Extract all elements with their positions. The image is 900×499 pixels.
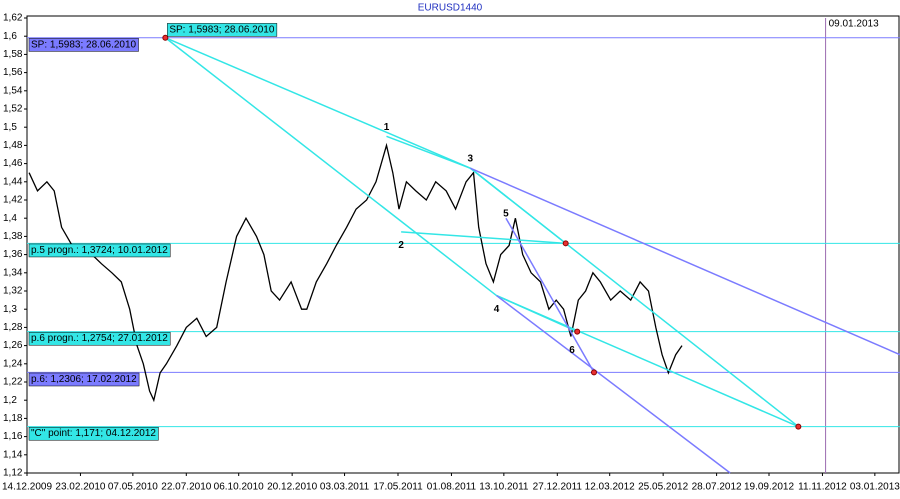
y-tick-label: 1,24 <box>3 358 23 369</box>
key-point <box>574 328 581 335</box>
y-tick-label: 1,22 <box>3 377 23 388</box>
x-tick-label: 22.07.2010 <box>161 482 211 493</box>
y-tick-label: 1,14 <box>3 449 23 460</box>
y-tick-label: 1,28 <box>3 322 23 333</box>
trend-line <box>496 294 731 474</box>
x-tick-label: 14.12.2009 <box>2 482 52 493</box>
y-tick-label: 1,32 <box>3 286 23 297</box>
y-tick-label: 1,34 <box>3 267 23 278</box>
point-label: 2 <box>398 240 404 251</box>
y-tick-label: 1,6 <box>3 31 17 42</box>
label-box <box>28 243 171 258</box>
trend-line <box>496 294 578 333</box>
x-tick-label: 25.05.2012 <box>638 482 688 493</box>
point-label: 1 <box>384 122 390 133</box>
level-label: SP: 1,5983; 28.06.2010 <box>31 39 137 50</box>
y-tick-label: 1,38 <box>3 231 23 242</box>
x-tick-label: 07.05.2010 <box>108 482 158 493</box>
level-label: SP: 1,5983; 28.06.2010 <box>169 24 275 35</box>
label-box <box>28 331 171 346</box>
point-label: 3 <box>468 154 474 165</box>
y-tick-label: 1,5 <box>3 122 17 133</box>
key-point <box>795 423 802 430</box>
point-label: 6 <box>569 345 575 356</box>
label-box <box>28 38 139 52</box>
y-tick-label: 1,54 <box>3 85 23 96</box>
trend-line <box>401 231 566 245</box>
y-tick-label: 1,2 <box>3 395 17 406</box>
x-tick-label: 11.11.2012 <box>798 482 847 493</box>
x-tick-label: 19.09.2012 <box>744 482 794 493</box>
label-box <box>167 23 278 37</box>
key-point <box>562 240 569 247</box>
x-tick-label: 03.03.2011 <box>320 482 370 493</box>
level-label: p.5 progn.: 1,3724; 10.01.2012 <box>31 245 168 256</box>
x-tick-label: 28.07.2012 <box>692 482 742 493</box>
y-tick-label: 1,56 <box>3 67 23 78</box>
y-tick-label: 1,42 <box>3 195 23 206</box>
label-box <box>28 426 159 441</box>
level-label: "C" point: 1,171; 04.12.2012 <box>31 428 156 439</box>
level-label: p.6: 1,2306; 17.02.2012 <box>31 374 137 385</box>
chart-title: EURUSD1440 <box>418 3 483 14</box>
key-point <box>162 34 169 41</box>
y-tick-label: 1,46 <box>3 158 23 169</box>
trend-line <box>164 37 497 297</box>
x-tick-label: 06.10.2010 <box>214 482 264 493</box>
x-tick-label: 23.02.2010 <box>55 482 105 493</box>
x-tick-label: 12.03.2012 <box>585 482 635 493</box>
y-tick-label: 1,18 <box>3 413 23 424</box>
y-tick-label: 1,58 <box>3 49 23 60</box>
x-tick-label: 03.01.2013 <box>850 482 900 493</box>
label-box <box>28 372 140 387</box>
point-label: 4 <box>494 304 500 315</box>
y-tick-label: 1,52 <box>3 104 23 115</box>
y-tick-label: 1,16 <box>3 431 23 442</box>
level-label: p.6 progn.: 1,2754; 27.01.2012 <box>31 333 168 344</box>
trend-line <box>386 135 471 169</box>
point-label: 5 <box>503 208 509 219</box>
y-tick-label: 1,44 <box>3 176 23 187</box>
y-tick-label: 1,4 <box>3 213 17 224</box>
key-point <box>590 369 597 376</box>
price-line <box>28 142 683 403</box>
x-tick-label: 27.12.2011 <box>533 482 583 493</box>
trend-line <box>165 37 471 169</box>
trend-line <box>470 167 900 356</box>
trend-line <box>469 167 567 244</box>
y-tick-label: 1,26 <box>3 340 23 351</box>
x-tick-label: 20.12.2010 <box>267 482 317 493</box>
trend-line <box>505 217 595 373</box>
vertical-line-label: 09.01.2013 <box>829 19 879 30</box>
y-tick-label: 1,12 <box>3 468 23 479</box>
y-tick-label: 1,3 <box>3 304 17 315</box>
y-tick-label: 1,62 <box>3 13 23 24</box>
x-tick-label: 13.10.2011 <box>479 482 529 493</box>
x-tick-label: 01.08.2011 <box>427 482 477 493</box>
plot-area <box>26 15 900 474</box>
x-tick-label: 17.05.2011 <box>373 482 423 493</box>
y-tick-label: 1,48 <box>3 140 23 151</box>
y-tick-label: 1,36 <box>3 249 23 260</box>
